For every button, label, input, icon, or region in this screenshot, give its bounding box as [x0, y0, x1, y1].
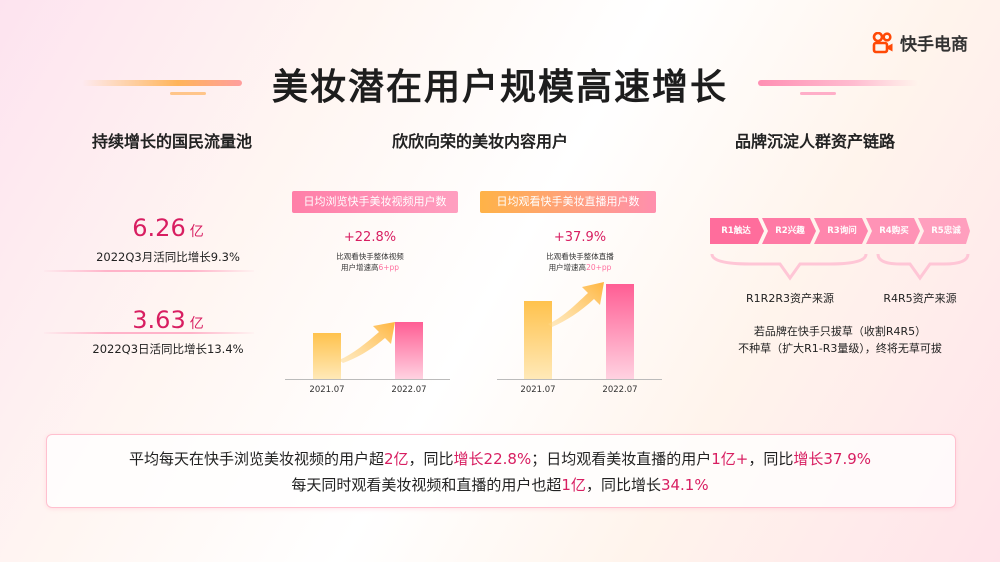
right-heading: 品牌沉淀人群资产链路 [734, 132, 895, 151]
step-r4: R4购买 [879, 226, 909, 236]
step-shape-5 [918, 218, 970, 244]
stat-dau-value: 3.63 [132, 306, 186, 334]
bracket-label-r1-r3: R1R2R3资产来源 [746, 292, 834, 305]
stat-dau: 3.63 亿 [68, 306, 268, 334]
stat-mau-caption: 2022Q3月活同比增长9.3% [96, 250, 240, 264]
summary-line1-seg5: ；日均观看美妆直播的用户 [531, 450, 712, 468]
summary-line1-seg3: ，同比 [408, 450, 454, 468]
stat-divider-2 [44, 332, 254, 334]
summary-line1-seg6: 1亿+ [711, 450, 749, 468]
live-xlabel-2022: 2022.07 [602, 385, 638, 395]
summary-line1-seg1: 平均每天在快手浏览美妆视频的用户超 [128, 450, 384, 468]
summary-line2-seg2: 1亿 [561, 476, 586, 494]
stat-mau: 6.26 亿 [68, 214, 268, 242]
title-decoration-left [82, 80, 242, 86]
step-r3: R3询问 [827, 226, 857, 236]
summary-line1-seg7: ，同比 [748, 450, 794, 468]
live-note-line2: 用户增速高20+pp [510, 262, 650, 273]
video-growth-arrow-icon [339, 322, 395, 363]
live-growth-arrow-icon [548, 282, 604, 327]
video-axis [285, 379, 450, 380]
bracket-label-r4-r5: R4R5资产来源 [883, 292, 957, 305]
asset-chain-arrows [710, 218, 970, 244]
summary-line2-seg4: 34.1% [660, 476, 709, 494]
video-note-highlight: 6+pp [378, 263, 400, 272]
live-bar-2022 [606, 284, 634, 379]
video-note-line1: 比观看快手整体视频 [336, 252, 404, 261]
live-note-highlight: 20+pp [586, 263, 612, 272]
live-axis [497, 379, 662, 380]
summary-line1-seg4: 增长22.8% [453, 450, 532, 468]
stat-dau-unit: 亿 [189, 316, 204, 332]
live-bar-2021 [524, 301, 552, 379]
summary-line1-seg2: 2亿 [383, 450, 409, 468]
video-users-tag: 日均浏览快手美妆视频用户数 [292, 191, 458, 213]
video-growth: +22.8% [343, 230, 397, 245]
strategy-text: 若品牌在快手只拔草（收割R4R5） 不种草（扩大R1-R3量级），终将无草可拔 [690, 323, 990, 357]
bracket-shapes [710, 253, 970, 281]
live-note: 比观看快手整体直播 用户增速高20+pp [510, 251, 650, 273]
kuaishou-logo-icon [872, 31, 893, 53]
live-note-prefix: 用户增速高 [548, 263, 587, 272]
step-r2: R2兴趣 [775, 226, 805, 236]
video-xlabel-2022: 2022.07 [391, 385, 427, 395]
brand-logo: 快手电商 [872, 30, 968, 55]
brand-name: 快手电商 [900, 35, 968, 55]
summary-line1: 平均每天在快手浏览美妆视频的用户超2亿，同比增长22.8%；日均观看美妆直播的用… [46, 448, 954, 469]
video-bar-2021 [313, 333, 341, 379]
left-heading: 持续增长的国民流量池 [91, 132, 252, 151]
strategy-line2: 不种草（扩大R1-R3量级），终将无草可拔 [738, 342, 942, 355]
strategy-line1: 若品牌在快手只拔草（收割R4R5） [753, 325, 927, 338]
step-shape-4 [866, 218, 920, 244]
live-growth: +37.9% [553, 230, 607, 245]
step-shape-1 [710, 218, 764, 244]
live-xlabel-2021: 2021.07 [520, 385, 556, 395]
stat-mau-value: 6.26 [132, 214, 186, 242]
step-r5: R5忠诚 [931, 226, 961, 236]
summary-line2-seg1: 每天同时观看美妆视频和直播的用户也超 [291, 476, 562, 494]
summary-line2: 每天同时观看美妆视频和直播的用户也超1亿，同比增长34.1% [46, 474, 954, 495]
summary-line1-seg8: 增长37.9% [793, 450, 872, 468]
step-shape-2 [762, 218, 816, 244]
video-note-prefix: 用户增速高 [340, 263, 379, 272]
video-bar-2022 [395, 322, 423, 379]
middle-heading: 欣欣向荣的美妆内容用户 [391, 132, 568, 151]
summary-line2-seg3: ，同比增长 [585, 476, 661, 494]
summary-box [46, 434, 956, 508]
video-note-line2: 用户增速高6+pp [300, 262, 440, 273]
step-r1: R1触达 [721, 226, 751, 236]
step-shape-3 [814, 218, 868, 244]
page-title: 美妆潜在用户规模高速增长 [271, 67, 728, 108]
stat-divider [44, 270, 254, 272]
video-note: 比观看快手整体视频 用户增速高6+pp [300, 251, 440, 273]
title-decoration-right-small [800, 92, 836, 95]
live-users-tag: 日均观看快手美妆直播用户数 [480, 191, 656, 213]
live-note-line1: 比观看快手整体直播 [546, 252, 614, 261]
video-xlabel-2021: 2021.07 [309, 385, 345, 395]
stat-dau-caption: 2022Q3日活同比增长13.4% [92, 342, 244, 356]
stat-mau-unit: 亿 [189, 224, 204, 240]
title-decoration-left-small [170, 92, 206, 95]
title-decoration-right [758, 80, 918, 86]
